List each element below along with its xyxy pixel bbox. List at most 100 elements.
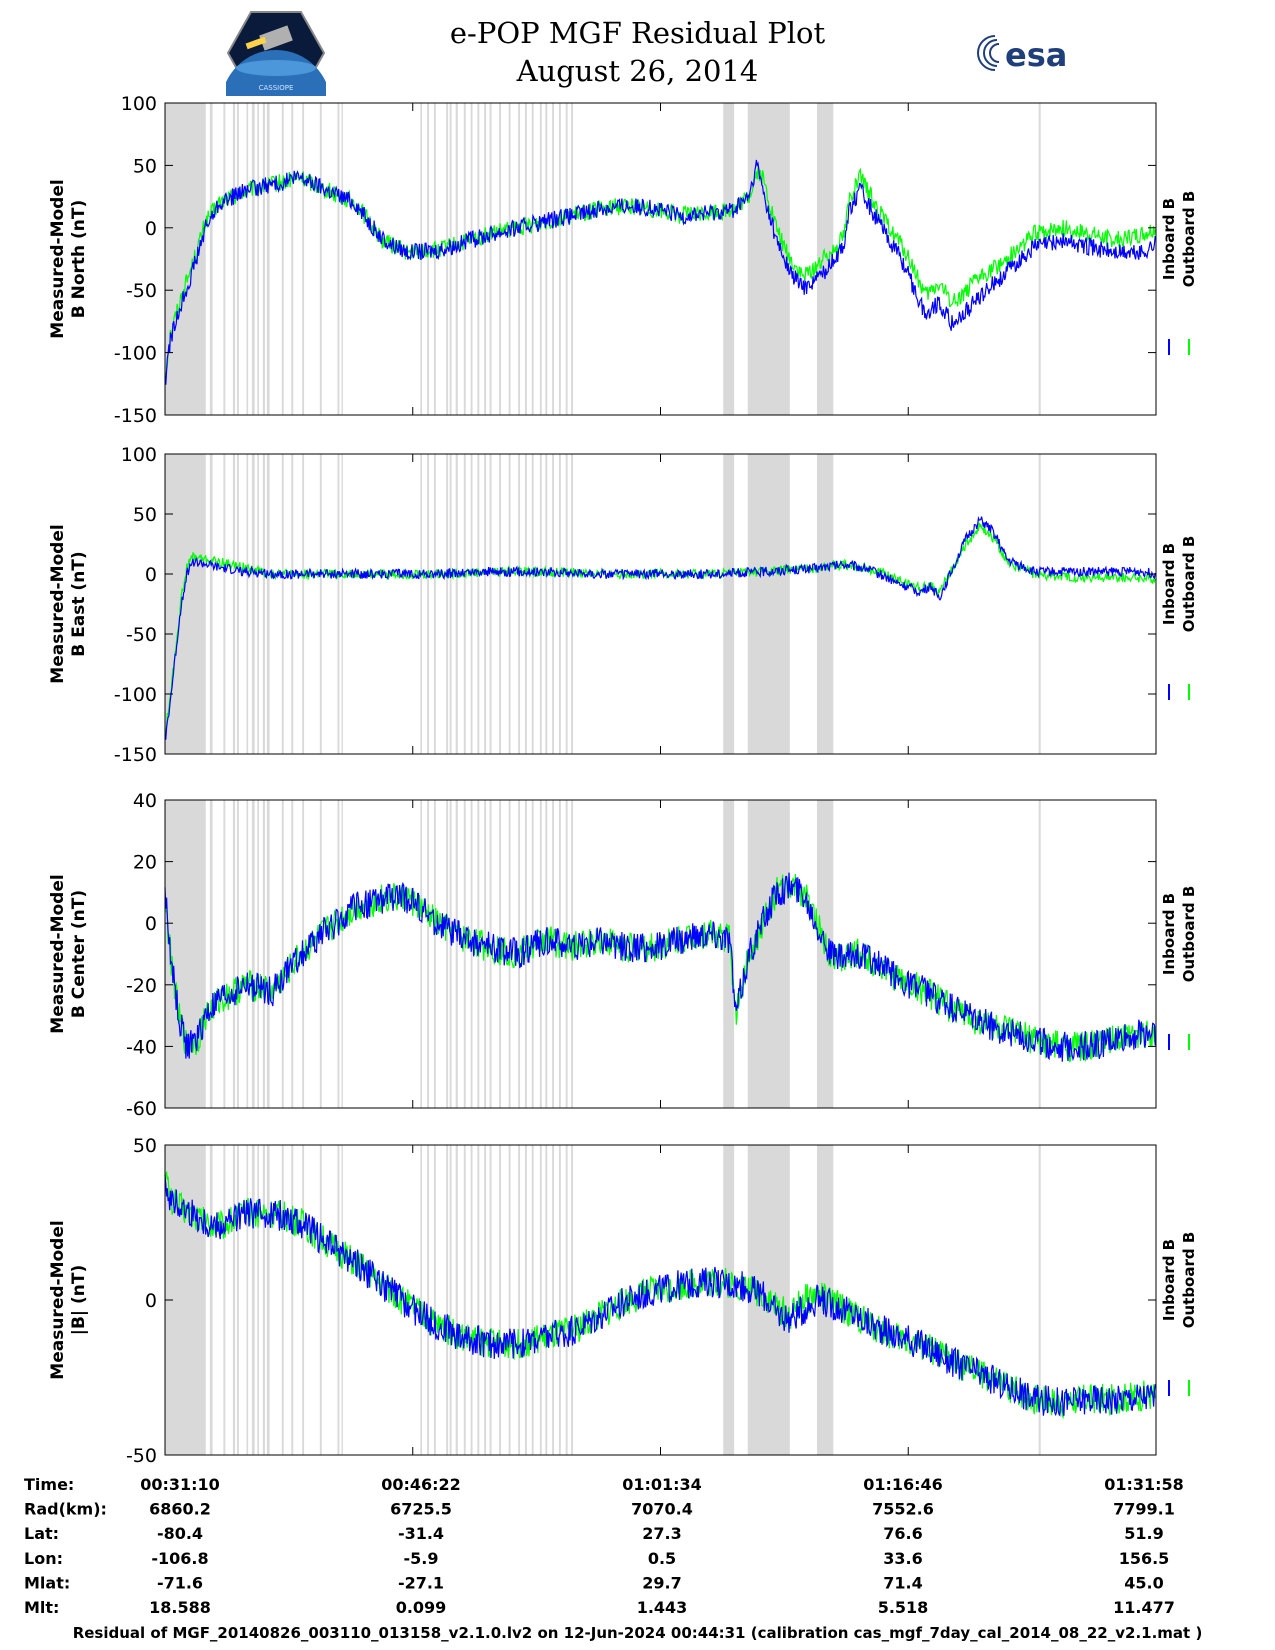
info-cell: 156.5 (1119, 1549, 1170, 1568)
data-gap-band (470, 103, 473, 415)
data-gap-band (232, 103, 236, 415)
data-gap-band (463, 103, 466, 415)
data-gap-band (455, 800, 458, 1108)
data-gap-band (281, 800, 284, 1108)
data-gap-band (508, 103, 511, 415)
info-cell: 33.6 (883, 1549, 922, 1568)
info-cell: 0.099 (396, 1598, 447, 1617)
esa-logo-text: esa (1005, 36, 1067, 74)
legend-label-inboard: Inboard B (1160, 198, 1178, 280)
data-gap-band (545, 103, 548, 415)
data-gap-band (337, 454, 340, 754)
y-tick-label: 0 (145, 564, 157, 586)
data-gap-band (539, 800, 542, 1108)
y-tick-label: -50 (126, 624, 157, 646)
y-axis-label-line: B Center (nT) (69, 890, 89, 1018)
data-gap-band (341, 454, 343, 754)
y-tick-label: 40 (133, 790, 157, 812)
data-gap-band (484, 454, 487, 754)
legend-label-outboard: Outboard B (1180, 1232, 1198, 1329)
data-gap-band (209, 800, 213, 1108)
info-cell: 7552.6 (872, 1500, 934, 1519)
data-gap-band (427, 1145, 430, 1455)
data-gap-band (484, 1145, 487, 1455)
panel-2: -150 -100 -50 0 50 100 Measured-ModelB East (n… (48, 444, 1198, 766)
data-gap-band (455, 1145, 458, 1455)
y-tick-label: 50 (133, 1135, 157, 1157)
y-axis-label-line: Measured-Model (48, 874, 68, 1033)
data-gap-band (723, 454, 735, 754)
data-gap-band (223, 454, 226, 754)
series-line-outboard-b (164, 873, 1156, 1063)
data-gap-band (232, 1145, 236, 1455)
data-gap-band (552, 1145, 555, 1455)
data-gap-band (266, 800, 270, 1108)
data-gap-band (565, 800, 568, 1108)
y-tick-label: -40 (126, 1036, 157, 1058)
y-axis-label: Measured-Model|B| (nT) (48, 1220, 89, 1379)
info-cell: -27.1 (398, 1573, 444, 1592)
data-gap-band (223, 1145, 226, 1455)
data-gap-band (341, 103, 343, 415)
data-gap-band (319, 1145, 322, 1455)
data-gap-band (499, 454, 502, 754)
info-cell: 6725.5 (390, 1500, 452, 1519)
info-cell: 71.4 (883, 1573, 922, 1592)
data-gap-band (446, 1145, 449, 1455)
info-row-label: Lon: (24, 1549, 63, 1568)
y-axis-label-line: B North (nT) (69, 200, 89, 319)
y-axis-label-line: B East (nT) (69, 551, 89, 656)
data-gap-band (165, 103, 206, 415)
y-axis-label-line: Measured-Model (48, 524, 68, 683)
info-cell: 01:01:34 (622, 1475, 702, 1494)
y-tick-label: 50 (133, 504, 157, 526)
data-gap-band (251, 454, 255, 754)
info-cell: -106.8 (151, 1549, 208, 1568)
y-tick-label: -50 (126, 280, 157, 302)
info-cell: 76.6 (883, 1524, 922, 1543)
info-cell: 00:31:10 (140, 1475, 220, 1494)
plot-date: August 26, 2014 (516, 54, 759, 88)
data-gap-band (455, 103, 458, 415)
y-tick-label: 0 (145, 1290, 157, 1312)
data-gap-band (499, 1145, 502, 1455)
data-gap-band (463, 454, 466, 754)
info-cell: 51.9 (1124, 1524, 1163, 1543)
info-cell: -80.4 (157, 1524, 203, 1543)
data-gap-band (571, 1145, 574, 1455)
data-gap-band (539, 103, 542, 415)
y-axis-label-line: Measured-Model (48, 179, 68, 338)
data-gap-band (262, 1145, 265, 1455)
data-gap-band (565, 454, 568, 754)
data-gap-band (236, 800, 239, 1108)
data-gap-band (266, 454, 270, 754)
y-tick-label: 100 (121, 444, 157, 466)
data-gap-band (209, 454, 213, 754)
legend-label-outboard: Outboard B (1180, 886, 1198, 983)
y-tick-label: -50 (126, 1445, 157, 1467)
data-gap-band (558, 1145, 561, 1455)
data-gap-band (341, 1145, 343, 1455)
data-gap-band (524, 454, 527, 754)
data-gap-band (302, 103, 305, 415)
data-gap-band (337, 1145, 340, 1455)
data-gap-band (433, 103, 436, 415)
data-gap-band (257, 103, 259, 415)
data-gap-band (499, 103, 502, 415)
data-gap-band (236, 454, 239, 754)
data-gap-band (262, 103, 265, 415)
info-cell: 1.443 (637, 1598, 688, 1617)
data-gap-band (545, 1145, 548, 1455)
data-gap-band (449, 103, 452, 415)
data-gap-band (484, 103, 487, 415)
info-row-label: Lat: (24, 1524, 59, 1543)
data-gap-band (558, 103, 561, 415)
data-gap-band (449, 454, 452, 754)
y-tick-label: -100 (114, 684, 157, 706)
y-tick-label: -100 (114, 343, 157, 365)
y-tick-label: 0 (145, 218, 157, 240)
esa-logo: esa (977, 35, 1067, 74)
info-cell: 01:16:46 (863, 1475, 943, 1494)
data-gap-band (524, 1145, 527, 1455)
data-gap-band (266, 103, 270, 415)
